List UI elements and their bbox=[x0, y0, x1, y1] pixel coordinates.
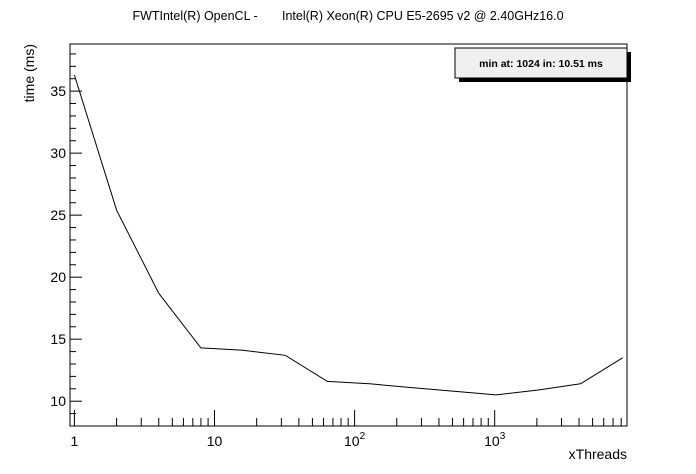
y-axis: 10 15 20 25 30 35 bbox=[50, 53, 82, 427]
x-tick-label: 1 bbox=[71, 433, 79, 449]
x-tick-label: 10 bbox=[207, 433, 223, 449]
y-tick-label: 35 bbox=[50, 83, 66, 99]
y-tick-label: 10 bbox=[50, 393, 66, 409]
annotation-box: min at: 1024 in: 10.51 ms bbox=[454, 47, 631, 82]
x-tick-label: 102 bbox=[344, 431, 366, 449]
x-tick-label: 103 bbox=[484, 431, 506, 449]
y-tick-label: 15 bbox=[50, 331, 66, 347]
chart-title: FWTIntel(R) OpenCL - Intel(R) Xeon(R) CP… bbox=[132, 9, 563, 23]
series-line bbox=[73, 74, 623, 396]
y-tick-label: 20 bbox=[50, 269, 66, 285]
annotation-text: min at: 1024 in: 10.51 ms bbox=[479, 58, 603, 70]
y-tick-label: 30 bbox=[50, 145, 66, 161]
x-axis: 1 10 102 103 bbox=[71, 410, 622, 449]
x-axis-label: xThreads bbox=[569, 446, 627, 462]
y-axis-label: time (ms) bbox=[21, 44, 37, 102]
series-group bbox=[73, 74, 623, 396]
plot-frame bbox=[69, 43, 628, 427]
y-tick-label: 25 bbox=[50, 207, 66, 223]
